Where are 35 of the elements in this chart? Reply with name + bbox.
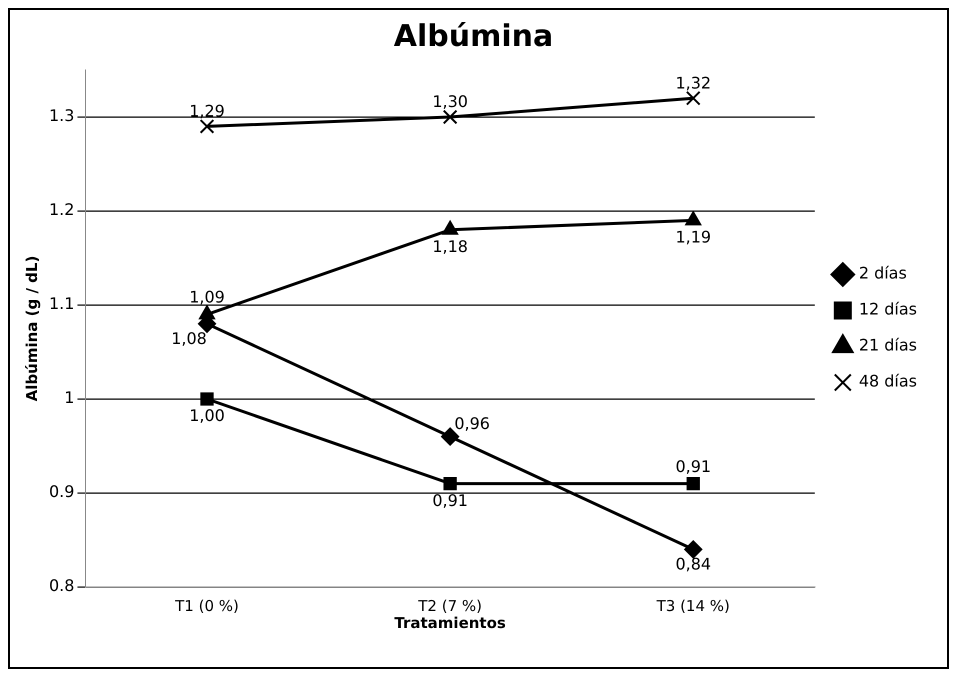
point (443, 476, 457, 490)
point (686, 90, 701, 106)
data-label: 1,09 (189, 288, 225, 307)
data-label: 1,08 (171, 328, 207, 348)
y-tick-label: 0.9 (48, 482, 74, 502)
y-axis-title: Albúmina (g / dL) (22, 256, 41, 402)
data-label: 1,19 (675, 228, 712, 247)
data-label: 1,00 (189, 406, 225, 426)
x-tick-label: T1 (0 %) (174, 596, 239, 615)
point (684, 540, 702, 558)
point (200, 392, 214, 406)
legend-label: 48 días (858, 372, 917, 391)
y-tick-label: 1.3 (48, 106, 74, 126)
legend-label: 2 días (858, 264, 907, 283)
data-label: 1,30 (432, 92, 468, 112)
data-label: 1,29 (189, 102, 225, 121)
data-label: 0,91 (675, 456, 712, 476)
legend-label: 12 días (858, 300, 917, 319)
data-label: 0,91 (432, 490, 468, 510)
x-tick-label: T3 (14 %) (656, 596, 730, 615)
x-tick-label: T2 (7 %) (417, 596, 482, 615)
y-tick-label: 0.8 (48, 576, 74, 596)
y-tick-label: 1.2 (48, 200, 74, 220)
point (200, 119, 214, 134)
legend-label: 21 días (858, 336, 917, 355)
chart-title: Albúmina (394, 18, 554, 54)
x-axis-title: Tratamientos (394, 614, 506, 632)
data-label: 0,84 (675, 554, 712, 574)
point (442, 110, 458, 124)
y-tick-label: 1.1 (48, 294, 74, 314)
data-label: 1,32 (675, 73, 712, 92)
point (686, 476, 700, 490)
y-tick-label: 1 (64, 388, 74, 408)
data-label: 1,18 (432, 236, 468, 256)
data-label: 0,96 (454, 414, 490, 433)
